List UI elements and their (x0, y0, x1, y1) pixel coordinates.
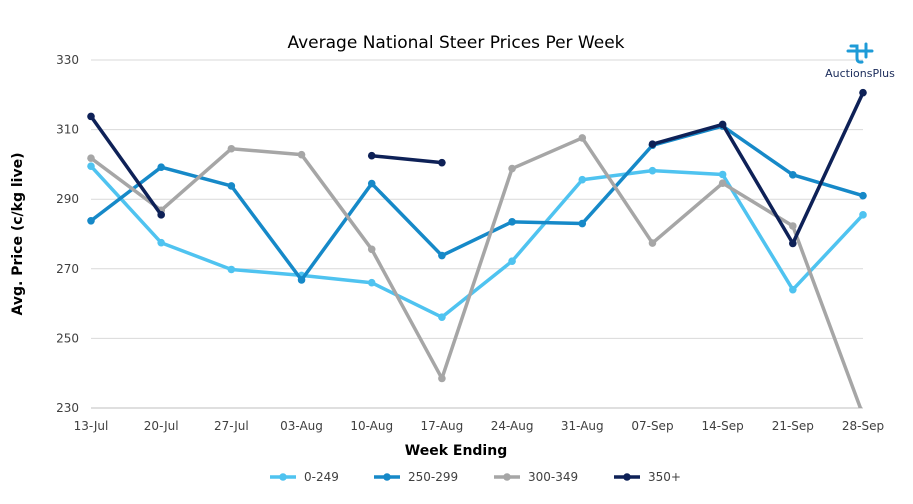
data-point (157, 163, 165, 171)
chart-title: Average National Steer Prices Per Week (287, 33, 624, 53)
legend-item: 300-349 (494, 470, 578, 484)
x-axis-ticks: 13-Jul 20-Jul 27-Jul 03-Aug 10-Aug 17-Aug 24-A… (74, 419, 884, 433)
series-line (89, 114, 163, 217)
x-tick-label: 21-Sep (772, 419, 814, 433)
data-point (859, 411, 867, 419)
x-tick-label: 14-Sep (702, 419, 744, 433)
series-lines (87, 88, 867, 419)
data-point (227, 265, 236, 274)
x-tick-label: 13-Jul (74, 419, 109, 433)
legend-label: 0-249 (304, 470, 339, 484)
data-point (789, 285, 797, 294)
legend-item: 350+ (614, 470, 681, 484)
data-point (859, 211, 867, 219)
series-line (89, 124, 865, 282)
logo-text: AuctionsPlus (825, 67, 895, 80)
y-tick-label: 310 (56, 123, 79, 137)
x-tick-label: 27-Jul (214, 419, 249, 433)
y-tick-label: 250 (56, 331, 79, 345)
data-point (578, 134, 587, 142)
y-axis-title: Avg. Price (c/kg live) (10, 153, 26, 316)
data-point (859, 88, 867, 97)
legend: 0-249 250-299 300-349 350+ (270, 470, 681, 484)
x-tick-label: 17-Aug (421, 419, 464, 433)
data-point (227, 144, 236, 153)
y-axis-ticks: 230 250 270 290 310 330 (56, 53, 79, 415)
x-tick-label: 10-Aug (350, 419, 393, 433)
legend-item: 0-249 (270, 470, 339, 484)
data-point (648, 239, 657, 247)
data-point (157, 238, 165, 247)
legend-marker (383, 473, 391, 481)
data-point (648, 166, 657, 175)
data-point (508, 257, 516, 265)
series-line (650, 90, 865, 246)
legend-label: 250-299 (408, 470, 458, 484)
data-point (578, 219, 587, 228)
data-point (297, 276, 306, 284)
series-0-249 (87, 162, 867, 321)
data-point (367, 245, 376, 254)
data-point (718, 179, 727, 187)
data-point (157, 211, 165, 219)
data-point (438, 313, 446, 321)
series-line (369, 153, 444, 165)
gridlines (91, 59, 863, 409)
legend-marker (503, 473, 511, 481)
legend-marker (279, 473, 287, 481)
data-point (227, 182, 236, 190)
data-point (438, 251, 446, 260)
data-point (367, 278, 376, 287)
data-point (297, 150, 306, 159)
x-tick-label: 07-Sep (631, 419, 673, 433)
legend-label: 300-349 (528, 470, 578, 484)
data-point (87, 112, 95, 121)
x-tick-label: 28-Sep (842, 419, 884, 433)
y-tick-label: 230 (56, 401, 79, 415)
x-tick-label: 31-Aug (561, 419, 604, 433)
series-300-349 (87, 134, 867, 419)
x-axis-title: Week Ending (405, 443, 507, 459)
data-point (508, 218, 516, 226)
series-line (89, 164, 865, 319)
legend-item: 250-299 (374, 470, 458, 484)
data-point (508, 164, 516, 173)
data-point (718, 120, 727, 129)
legend-marker (623, 473, 631, 481)
data-point (87, 216, 95, 225)
data-point (438, 374, 446, 383)
series-line (89, 136, 863, 408)
data-point (789, 239, 797, 248)
series-350+ (87, 88, 867, 248)
data-point (859, 191, 867, 200)
y-tick-label: 270 (56, 262, 79, 276)
data-point (87, 162, 95, 170)
auctionsplus-logo-icon (846, 42, 874, 64)
data-point (789, 171, 797, 179)
data-point (367, 151, 376, 160)
data-point (367, 179, 376, 188)
auctionsplus-logo: AuctionsPlus (825, 42, 895, 80)
y-tick-label: 290 (56, 192, 79, 206)
data-point (578, 175, 587, 184)
data-point (718, 170, 727, 179)
y-tick-label: 330 (56, 53, 79, 67)
data-point (648, 140, 657, 149)
data-point (87, 154, 95, 162)
x-tick-label: 20-Jul (144, 419, 179, 433)
x-tick-label: 24-Aug (491, 419, 534, 433)
data-point (438, 158, 446, 167)
data-point (789, 222, 797, 230)
legend-label: 350+ (648, 470, 681, 484)
x-tick-label: 03-Aug (280, 419, 323, 433)
